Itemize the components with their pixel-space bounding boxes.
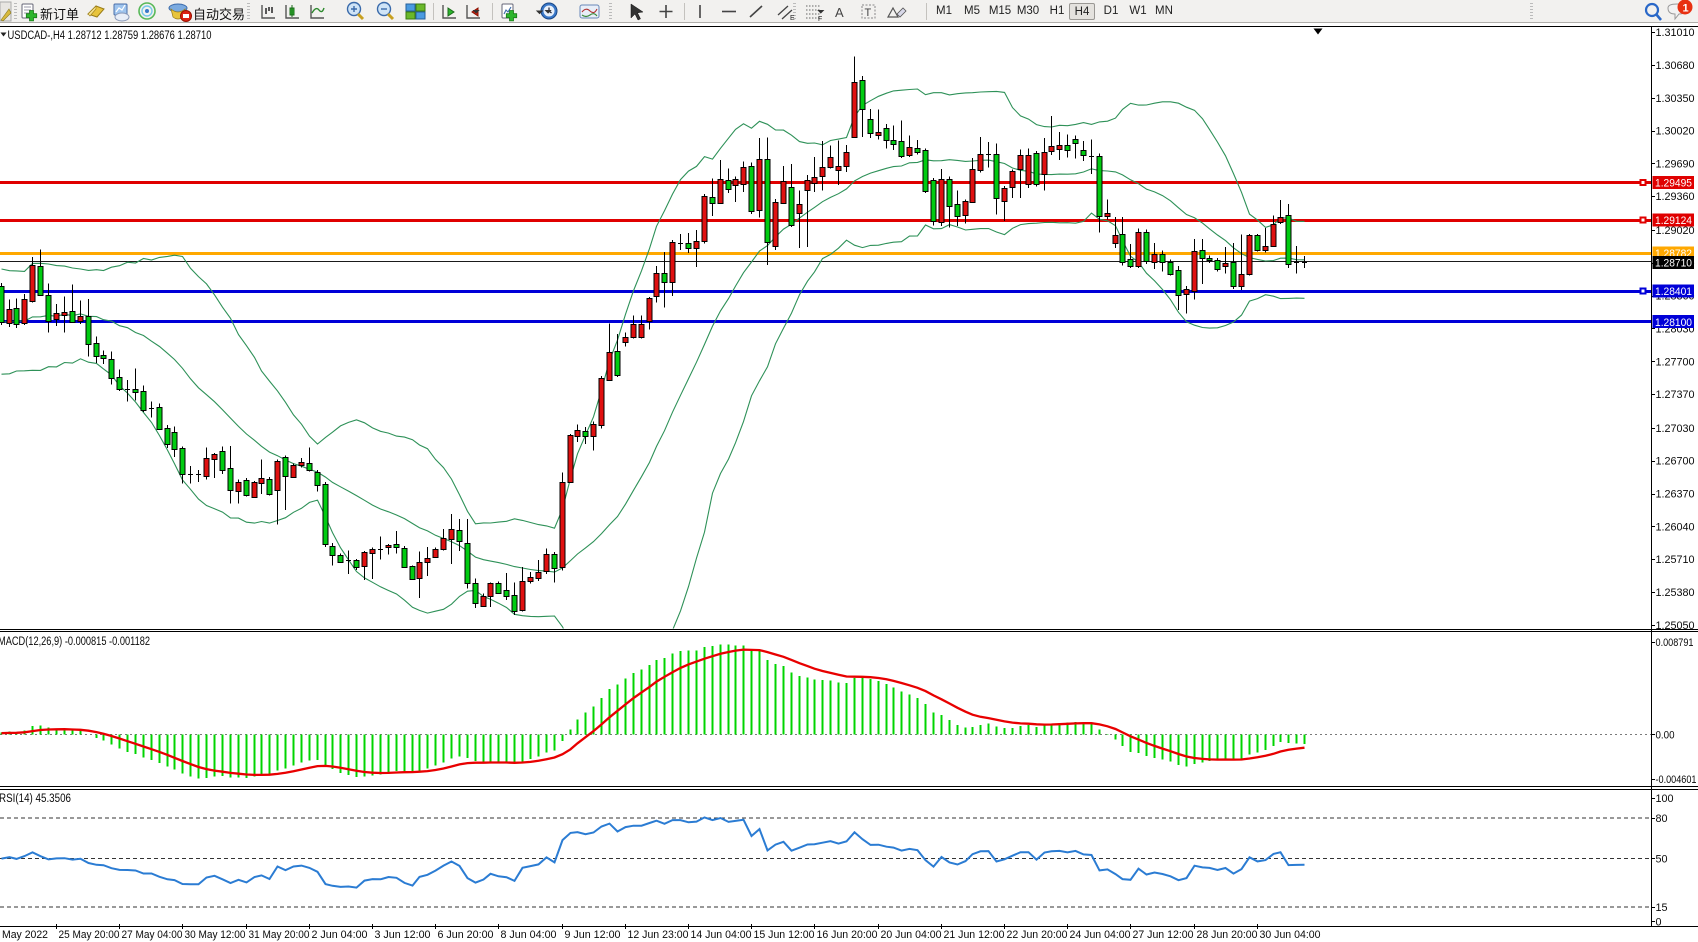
svg-text:6 Jun 20:00: 6 Jun 20:00 (438, 929, 494, 941)
svg-text:0.00: 0.00 (1656, 729, 1675, 741)
svg-text:28 Jun 20:00: 28 Jun 20:00 (1197, 929, 1258, 941)
svg-text:27 Jun 12:00: 27 Jun 12:00 (1133, 929, 1194, 941)
svg-text:1.25710: 1.25710 (1656, 554, 1695, 566)
svg-text:1.30680: 1.30680 (1656, 60, 1695, 72)
svg-text:MACD(12,26,9) -0.000815 -0.001: MACD(12,26,9) -0.000815 -0.001182 (0, 636, 150, 648)
svg-text:16 Jun 20:00: 16 Jun 20:00 (817, 929, 878, 941)
svg-text:3 Jun 12:00: 3 Jun 12:00 (375, 929, 431, 941)
svg-text:9 Jun 12:00: 9 Jun 12:00 (565, 929, 621, 941)
svg-text:May 2022: May 2022 (2, 929, 48, 941)
svg-text:30 May 12:00: 30 May 12:00 (185, 929, 246, 941)
svg-text:1.25050: 1.25050 (1656, 620, 1695, 632)
svg-text:A: A (835, 5, 844, 20)
svg-text:1.30350: 1.30350 (1656, 93, 1695, 105)
svg-text:RSI(14) 45.3506: RSI(14) 45.3506 (0, 793, 71, 805)
svg-text:1.27700: 1.27700 (1656, 356, 1695, 368)
svg-text:1.27370: 1.27370 (1656, 389, 1695, 401)
svg-text:30 Jun 04:00: 30 Jun 04:00 (1260, 929, 1321, 941)
svg-text:31 May 20:00: 31 May 20:00 (249, 929, 310, 941)
svg-text:15 Jun 12:00: 15 Jun 12:00 (754, 929, 815, 941)
svg-text:1.28710: 1.28710 (1655, 258, 1692, 270)
svg-text:14 Jun 04:00: 14 Jun 04:00 (691, 929, 752, 941)
svg-text:1.26700: 1.26700 (1656, 456, 1695, 468)
svg-text:T: T (865, 7, 872, 19)
svg-text:0: 0 (1656, 916, 1662, 928)
svg-text:15: 15 (1656, 902, 1668, 914)
svg-text:21 Jun 12:00: 21 Jun 12:00 (944, 929, 1005, 941)
svg-text:1.26370: 1.26370 (1656, 489, 1695, 501)
svg-text:0.008791: 0.008791 (1656, 637, 1694, 649)
svg-text:-0.004601: -0.004601 (1656, 774, 1697, 786)
svg-text:1.29690: 1.29690 (1656, 158, 1695, 170)
svg-text:1.27030: 1.27030 (1656, 423, 1695, 435)
svg-text:20 Jun 04:00: 20 Jun 04:00 (881, 929, 942, 941)
svg-text:1.29495: 1.29495 (1655, 178, 1692, 190)
svg-text:100: 100 (1656, 793, 1674, 805)
svg-text:F: F (818, 16, 822, 23)
svg-text:1.25380: 1.25380 (1656, 587, 1695, 599)
svg-text:USDCAD-,H4 1.28712 1.28759 1.: USDCAD-,H4 1.28712 1.28759 1.28676 1.287… (8, 30, 212, 42)
svg-text:27 May 04:00: 27 May 04:00 (122, 929, 183, 941)
svg-text:25 May 20:00: 25 May 20:00 (59, 929, 120, 941)
svg-text:24 Jun 04:00: 24 Jun 04:00 (1070, 929, 1131, 941)
svg-text:1: 1 (1683, 3, 1689, 15)
svg-text:1.29020: 1.29020 (1656, 225, 1695, 237)
svg-text:80: 80 (1656, 813, 1668, 825)
svg-text:22 Jun 20:00: 22 Jun 20:00 (1007, 929, 1068, 941)
svg-text:1.31010: 1.31010 (1656, 27, 1695, 39)
svg-text:12 Jun 23:00: 12 Jun 23:00 (628, 929, 689, 941)
svg-text:E: E (790, 15, 795, 22)
svg-text:1.30020: 1.30020 (1656, 126, 1695, 138)
svg-text:1.28100: 1.28100 (1655, 317, 1692, 329)
svg-text:1.26040: 1.26040 (1656, 521, 1695, 533)
svg-text:1.28401: 1.28401 (1655, 286, 1692, 298)
svg-text:50: 50 (1656, 854, 1668, 866)
svg-text:1.29124: 1.29124 (1655, 215, 1692, 227)
svg-text:8 Jun 04:00: 8 Jun 04:00 (501, 929, 557, 941)
svg-text:2 Jun 04:00: 2 Jun 04:00 (312, 929, 368, 941)
svg-text:1.29360: 1.29360 (1656, 191, 1695, 203)
